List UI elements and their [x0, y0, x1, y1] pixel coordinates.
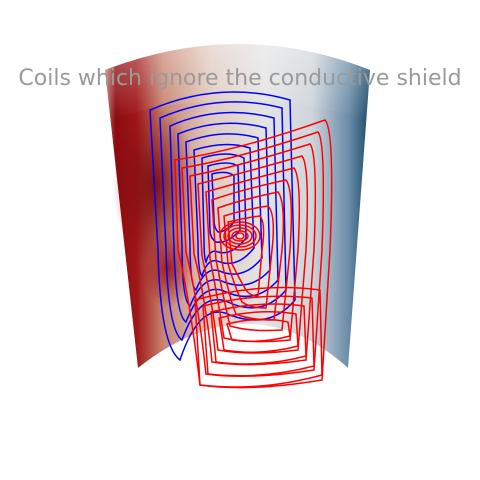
- figure-title: Coils which ignore the conductive shield: [18, 66, 462, 91]
- coil-front-red: [174, 119, 333, 389]
